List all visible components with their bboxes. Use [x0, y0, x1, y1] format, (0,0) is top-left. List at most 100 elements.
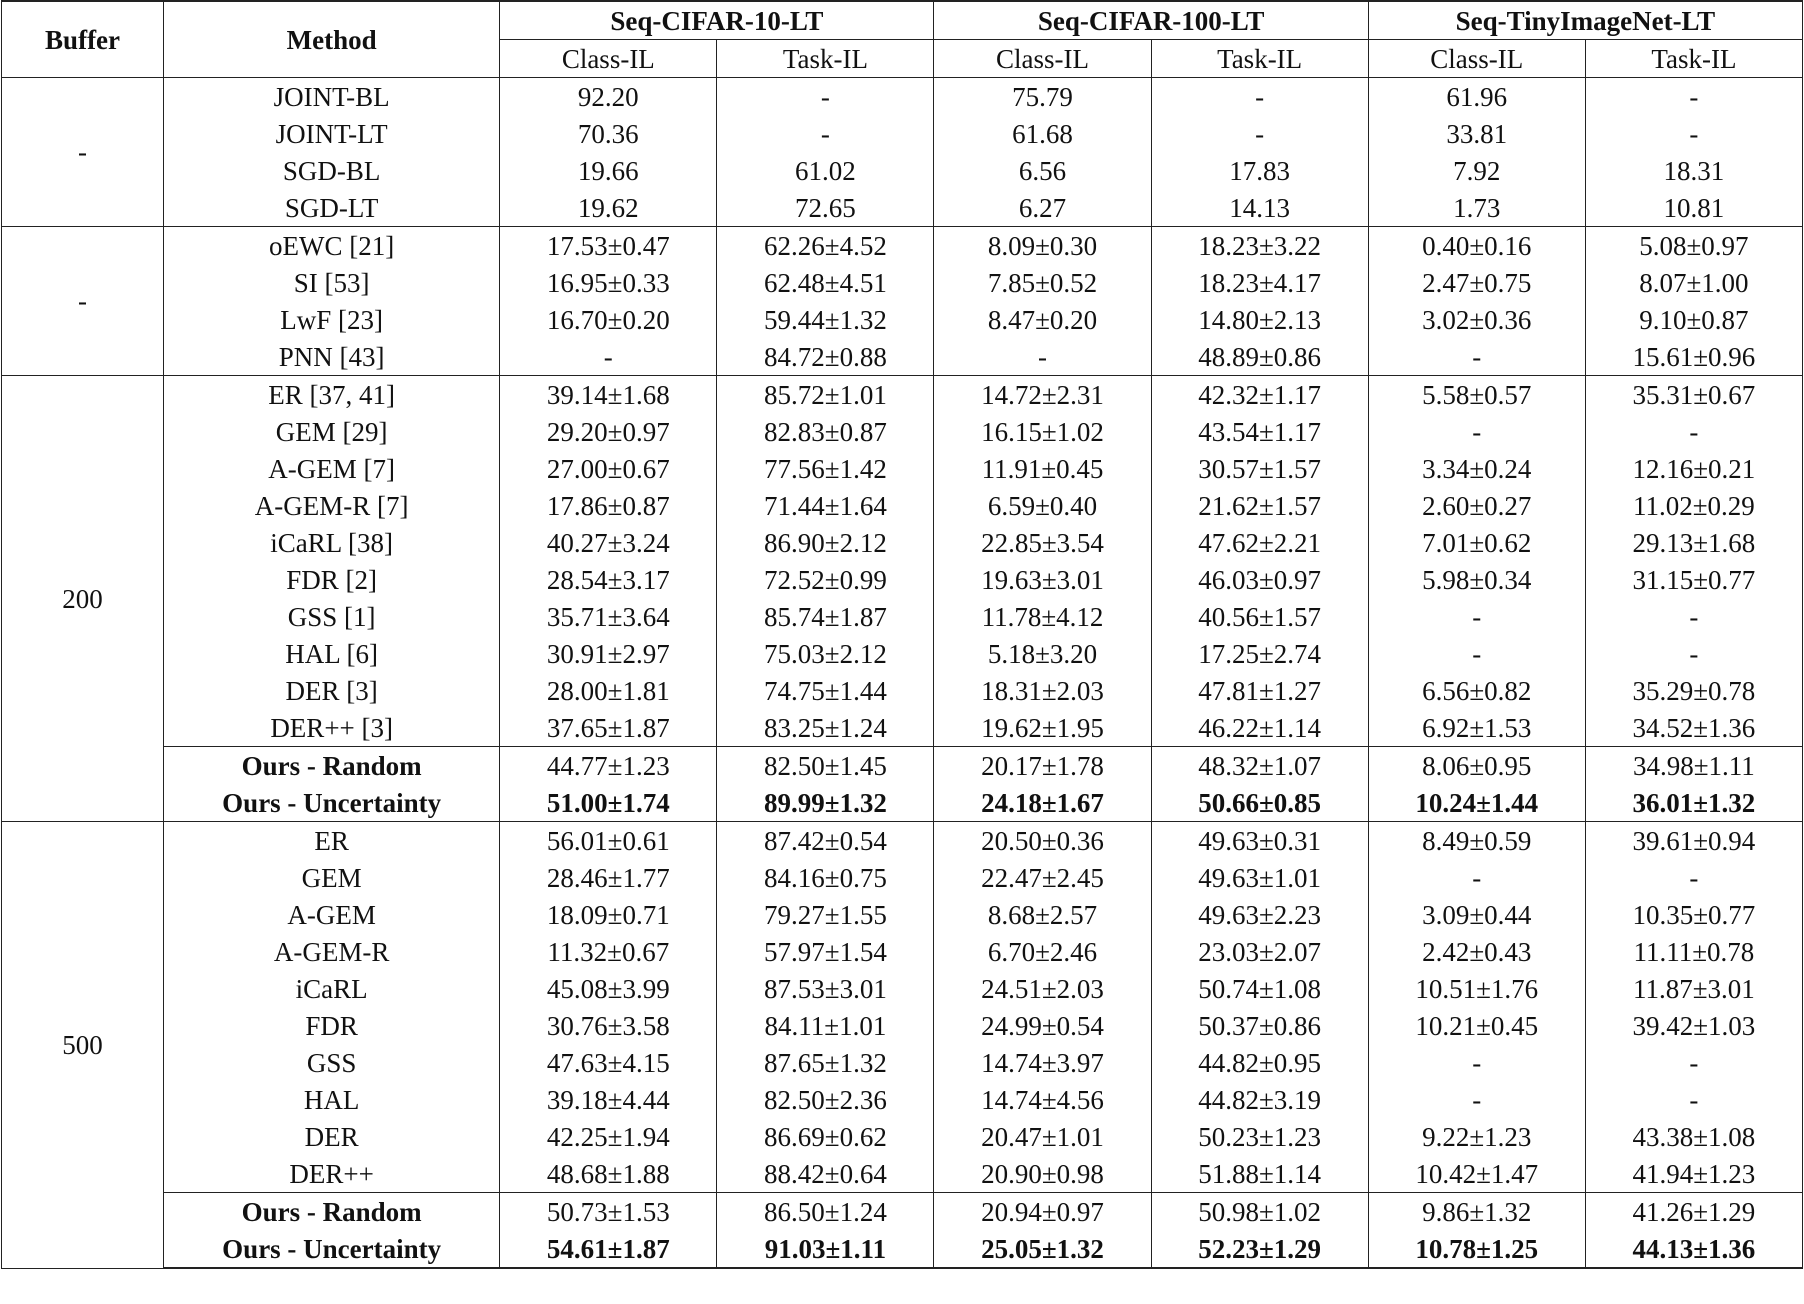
value-cell: 30.91±2.97 — [499, 635, 718, 672]
dataset-header: Seq-CIFAR-10-LT — [499, 0, 935, 40]
value-cell: 19.66 — [499, 152, 718, 189]
setting-header: Class-IL — [1367, 39, 1586, 78]
method-cell: GSS — [163, 1044, 501, 1081]
method-cell: JOINT-BL — [163, 77, 501, 115]
method-cell: A-GEM [7] — [163, 450, 501, 487]
value-cell: 34.98±1.11 — [1584, 746, 1804, 784]
value-cell: 10.24±1.44 — [1367, 784, 1586, 822]
value-cell: 6.92±1.53 — [1367, 709, 1586, 747]
method-cell: SGD-BL — [163, 152, 501, 189]
value-cell: 3.02±0.36 — [1367, 301, 1586, 338]
method-cell: iCaRL — [163, 970, 501, 1007]
method-cell: Ours - Random — [163, 746, 501, 784]
method-cell: ER — [163, 821, 501, 859]
value-cell: 9.10±0.87 — [1584, 301, 1804, 338]
dataset-header: Seq-TinyImageNet-LT — [1367, 0, 1804, 40]
value-cell: 46.22±1.14 — [1150, 709, 1369, 747]
method-cell: A-GEM — [163, 896, 501, 933]
value-cell: 29.13±1.68 — [1584, 524, 1804, 561]
value-cell: 35.71±3.64 — [499, 598, 718, 635]
value-cell: 18.31 — [1584, 152, 1804, 189]
results-table: Buffer Method Seq-CIFAR-10-LT Seq-CIFAR-100… — [0, 0, 1804, 1269]
method-cell: Ours - Random — [163, 1192, 501, 1230]
value-cell: 6.56 — [933, 152, 1152, 189]
value-cell: 59.44±1.32 — [716, 301, 935, 338]
value-cell: 3.34±0.24 — [1367, 450, 1586, 487]
value-cell: 14.74±3.97 — [933, 1044, 1152, 1081]
value-cell: 75.79 — [933, 77, 1152, 115]
value-cell: 43.38±1.08 — [1584, 1118, 1804, 1155]
method-cell: HAL [6] — [163, 635, 501, 672]
value-cell: 86.90±2.12 — [716, 524, 935, 561]
value-cell: 7.85±0.52 — [933, 264, 1152, 301]
table-row: Ours - Random 44.77±1.23 82.50±1.45 20.17±1… — [2, 746, 1804, 784]
value-cell: - — [1367, 1081, 1586, 1118]
value-cell: 84.16±0.75 — [716, 859, 935, 896]
method-cell: GEM — [163, 859, 501, 896]
buffer-cell: - — [0, 226, 165, 376]
value-cell: 8.68±2.57 — [933, 896, 1152, 933]
method-cell: Ours - Uncertainty — [163, 784, 501, 822]
value-cell: 5.58±0.57 — [1367, 375, 1586, 413]
value-cell: 77.56±1.42 — [716, 450, 935, 487]
value-cell: 10.51±1.76 — [1367, 970, 1586, 1007]
value-cell: 34.52±1.36 — [1584, 709, 1804, 747]
method-cell: JOINT-LT — [163, 115, 501, 152]
table-row: SGD-LT 19.62 72.65 6.27 14.13 1.73 10.81 — [2, 189, 1804, 227]
method-cell: A-GEM-R — [163, 933, 501, 970]
value-cell: 18.23±3.22 — [1150, 226, 1369, 264]
value-cell: - — [1584, 413, 1804, 450]
value-cell: 8.49±0.59 — [1367, 821, 1586, 859]
value-cell: 82.50±1.45 — [716, 746, 935, 784]
table-row: HAL 39.18±4.44 82.50±2.36 14.74±4.56 44.82±3… — [2, 1081, 1804, 1118]
value-cell: 8.07±1.00 — [1584, 264, 1804, 301]
value-cell: 84.72±0.88 — [716, 338, 935, 376]
method-cell: GEM [29] — [163, 413, 501, 450]
table-row: DER 42.25±1.94 86.69±0.62 20.47±1.01 50.23±1… — [2, 1118, 1804, 1155]
table-row: FDR 30.76±3.58 84.11±1.01 24.99±0.54 50.37±0… — [2, 1007, 1804, 1044]
setting-header: Task-IL — [716, 39, 935, 78]
value-cell: 43.54±1.17 — [1150, 413, 1369, 450]
value-cell: 16.70±0.20 — [499, 301, 718, 338]
method-cell: HAL — [163, 1081, 501, 1118]
value-cell: 10.21±0.45 — [1367, 1007, 1586, 1044]
value-cell: 87.53±3.01 — [716, 970, 935, 1007]
value-cell: 89.99±1.32 — [716, 784, 935, 822]
value-cell: 51.88±1.14 — [1150, 1155, 1369, 1193]
value-cell: - — [1150, 115, 1369, 152]
section: 500 ER 56.01±0.61 87.42±0.54 20.50±0.36 49.63… — [0, 821, 1804, 1269]
value-cell: - — [1367, 338, 1586, 376]
table-row: HAL [6] 30.91±2.97 75.03±2.12 5.18±3.20 17.2… — [2, 635, 1804, 672]
value-cell: 6.27 — [933, 189, 1152, 227]
table-row: DER++ 48.68±1.88 88.42±0.64 20.90±0.98 51.88… — [2, 1155, 1804, 1193]
table-row: 200 ER [37, 41] 39.14±1.68 85.72±1.01 14.72±… — [0, 375, 1804, 822]
value-cell: 71.44±1.64 — [716, 487, 935, 524]
value-cell: 2.42±0.43 — [1367, 933, 1586, 970]
value-cell: 85.74±1.87 — [716, 598, 935, 635]
value-cell: 8.06±0.95 — [1367, 746, 1586, 784]
value-cell: 44.82±0.95 — [1150, 1044, 1369, 1081]
value-cell: 14.72±2.31 — [933, 375, 1152, 413]
table-row: Ours - Random 50.73±1.53 86.50±1.24 20.94±0… — [2, 1192, 1804, 1230]
value-cell: 40.27±3.24 — [499, 524, 718, 561]
value-cell: 47.81±1.27 — [1150, 672, 1369, 709]
buffer-cell: 500 — [0, 821, 165, 1269]
value-cell: 22.85±3.54 — [933, 524, 1152, 561]
value-cell: 62.48±4.51 — [716, 264, 935, 301]
value-cell: 17.25±2.74 — [1150, 635, 1369, 672]
table-row: A-GEM [7] 27.00±0.67 77.56±1.42 11.91±0.45 3… — [2, 450, 1804, 487]
method-cell: iCaRL [38] — [163, 524, 501, 561]
value-cell: 33.81 — [1367, 115, 1586, 152]
value-cell: 56.01±0.61 — [499, 821, 718, 859]
value-cell: 24.18±1.67 — [933, 784, 1152, 822]
value-cell: 50.74±1.08 — [1150, 970, 1369, 1007]
value-cell: 16.95±0.33 — [499, 264, 718, 301]
value-cell: 41.94±1.23 — [1584, 1155, 1804, 1193]
value-cell: 25.05±1.32 — [933, 1230, 1152, 1269]
value-cell: 45.08±3.99 — [499, 970, 718, 1007]
value-cell: 7.01±0.62 — [1367, 524, 1586, 561]
value-cell: - — [716, 115, 935, 152]
value-cell: 46.03±0.97 — [1150, 561, 1369, 598]
value-cell: 39.42±1.03 — [1584, 1007, 1804, 1044]
table-row: - JOINT-BL 92.20-75.79-61.96- — [0, 77, 1804, 227]
